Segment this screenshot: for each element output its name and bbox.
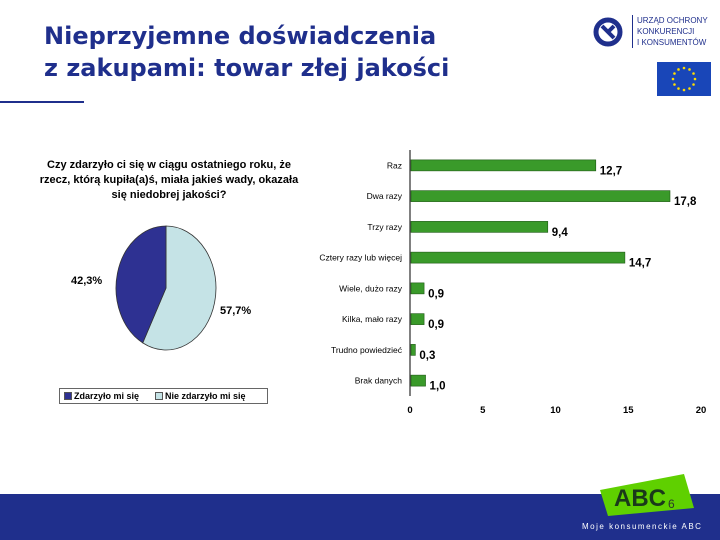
legend-swatch-nie-zdarzylo — [155, 392, 163, 400]
legend-label-zdarzylo: Zdarzyło mi się — [74, 391, 140, 401]
footer-band — [0, 494, 720, 540]
pie-slice-label-zdarzylo: 42,3% — [71, 275, 103, 287]
pie-chart-title: Czy zdarzyło ci się w ciągu ostatniego r… — [4, 158, 334, 203]
bar-value-label: 0,9 — [428, 288, 444, 300]
bar — [410, 221, 549, 233]
legend-item-zdarzylo: Zdarzyło mi się — [64, 389, 139, 403]
bar-category-label: Dwa razy — [367, 191, 403, 201]
legend-item-nie-zdarzylo: Nie zdarzyło mi się — [155, 389, 246, 403]
pie-slice-label-nie-zdarzylo: 57,7% — [220, 305, 252, 317]
x-tick-label: 20 — [696, 405, 707, 416]
bar — [410, 374, 426, 387]
bar-category-label: Trzy razy — [367, 222, 402, 232]
bar-value-label: 17,8 — [674, 196, 697, 208]
bar-category-label: Cztery razy lub więcej — [319, 253, 402, 263]
bar-category-label: Raz — [387, 160, 402, 170]
x-tick-label: 15 — [623, 405, 634, 416]
pie-title-line-3: się niedobrej jakości? — [111, 189, 227, 201]
legend-swatch-zdarzylo — [64, 392, 72, 400]
bar-value-label: 14,7 — [629, 258, 651, 270]
pie-legend: Zdarzyło mi się Nie zdarzyło mi się — [59, 388, 268, 404]
bar-category-label: Kilka, mało razy — [342, 314, 403, 324]
pie-slice-nie-zdarzylo — [142, 225, 217, 351]
footer-text: Moje konsumenckie ABC — [582, 522, 703, 531]
bar-category-label: Brak danych — [355, 376, 403, 386]
x-tick-label: 10 — [550, 405, 561, 416]
eu-flag-icon — [657, 62, 711, 96]
bar — [410, 282, 425, 295]
pie-title-line-2: rzecz, którą kupiła(a)ś, miała jakieś wa… — [39, 174, 299, 186]
bar — [410, 251, 626, 264]
bar — [410, 159, 597, 172]
page-number: 6 — [668, 497, 675, 511]
bar-category-label: Wiele, dużo razy — [339, 283, 403, 293]
bar-category-label: Trudno powiedzieć — [331, 345, 403, 355]
uokik-logo: URZĄD OCHRONY KONKURENCJI I KONSUMENTÓW — [592, 12, 712, 52]
slide-title-line-2: z zakupami: towar złej jakości — [44, 54, 450, 82]
pie-slice-zdarzylo — [115, 225, 167, 344]
bar-value-label: 9,4 — [552, 227, 569, 239]
bar — [410, 344, 416, 356]
bar — [410, 313, 425, 325]
bar-value-label: 12,7 — [600, 165, 622, 177]
title-underline — [0, 101, 84, 103]
uokik-logo-mark-icon — [593, 17, 623, 47]
abc-logo-icon: ABC — [600, 474, 694, 516]
slide-title-line-1: Nieprzyjemne doświadczenia — [44, 22, 437, 50]
slide-title: Nieprzyjemne doświadczenia z zakupami: t… — [44, 20, 564, 84]
x-tick-label: 5 — [480, 405, 486, 416]
logo-line-2: KONKURENCJI — [637, 27, 695, 36]
uokik-logo-text: URZĄD OCHRONY KONKURENCJI I KONSUMENTÓW — [632, 15, 708, 48]
logo-line-1: URZĄD OCHRONY — [637, 16, 708, 25]
bar-value-label: 0,9 — [428, 319, 444, 331]
bar-value-label: 1,0 — [430, 381, 446, 393]
bar-value-label: 0,3 — [419, 350, 435, 362]
x-tick-label: 0 — [407, 405, 412, 416]
abc-logo-text: ABC — [614, 485, 666, 512]
pie-title-line-1: Czy zdarzyło ci się w ciągu ostatniego r… — [47, 159, 291, 171]
legend-label-nie-zdarzylo: Nie zdarzyło mi się — [165, 391, 246, 401]
logo-line-3: I KONSUMENTÓW — [637, 38, 707, 47]
bar — [410, 190, 671, 202]
